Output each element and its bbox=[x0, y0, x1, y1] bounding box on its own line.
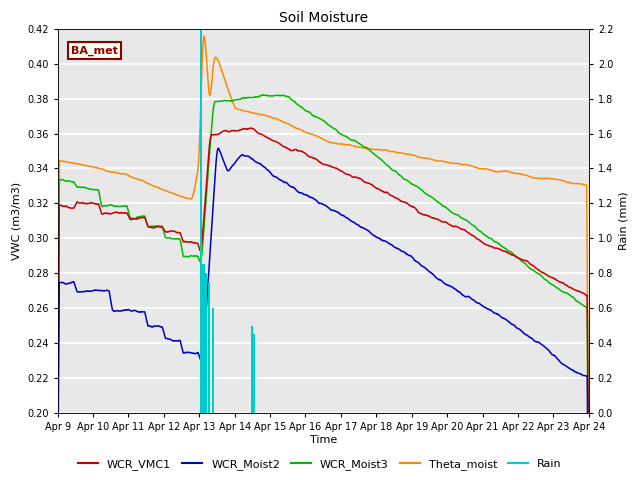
Bar bbox=[251, 325, 253, 413]
Bar bbox=[202, 264, 205, 413]
Text: BA_met: BA_met bbox=[71, 46, 118, 56]
Title: Soil Moisture: Soil Moisture bbox=[278, 11, 368, 25]
Bar bbox=[253, 334, 255, 413]
Bar bbox=[200, 29, 202, 413]
Bar bbox=[208, 282, 210, 413]
Bar bbox=[212, 308, 214, 413]
Y-axis label: VWC (m3/m3): VWC (m3/m3) bbox=[12, 182, 21, 260]
X-axis label: Time: Time bbox=[310, 434, 337, 444]
Legend: WCR_VMC1, WCR_Moist2, WCR_Moist3, Theta_moist, Rain: WCR_VMC1, WCR_Moist2, WCR_Moist3, Theta_… bbox=[74, 455, 566, 474]
Y-axis label: Rain (mm): Rain (mm) bbox=[619, 192, 629, 250]
Bar bbox=[205, 273, 207, 413]
